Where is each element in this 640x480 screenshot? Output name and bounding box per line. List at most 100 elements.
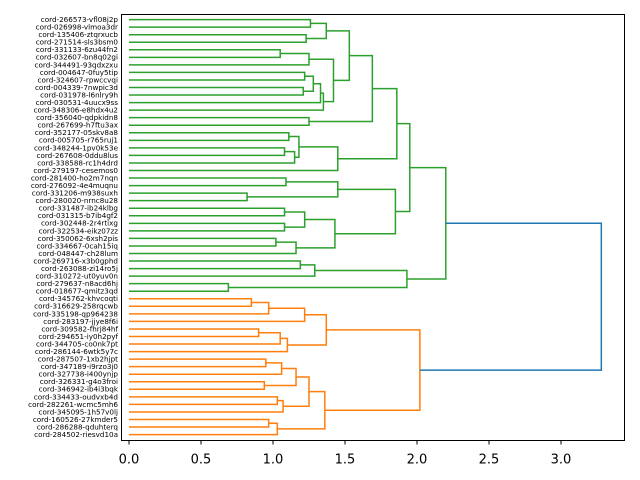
leaf-label: cord-322534-eikz07zz [39, 226, 119, 235]
leaf-label: cord-352177-05skv8a8 [35, 128, 119, 137]
dendrogram-link [337, 87, 398, 160]
dendrogram-link [129, 301, 270, 315]
leaf-label: cord-331487-ib24klbg [39, 204, 118, 213]
dendrogram-link [309, 54, 374, 123]
dendrogram-link [129, 207, 286, 217]
leaf-label: cord-286144-6wtk5y7c [35, 347, 118, 356]
plot-frame [121, 14, 625, 441]
leaf-label: cord-344491-93qdxzxu [35, 60, 118, 69]
dendrogram-link [284, 211, 306, 228]
dendrogram-link [129, 399, 284, 413]
dendrogram-link [129, 298, 253, 308]
dendrogram-link [129, 49, 281, 59]
leaf-label: cord-266573-vfl08j2p [41, 15, 119, 24]
leaf-label: cord-294651-iy0h2pyf [38, 332, 118, 341]
leaf-label: cord-281400-ho2m7nqn [31, 173, 118, 182]
leaf-label: cord-026998-vlmoa3dr [36, 23, 118, 32]
leaf-label: cord-302448-2r4rtixg [41, 219, 118, 228]
leaf-labels: cord-266573-vfl08j2pcord-026998-vlmoa3dr… [28, 15, 119, 439]
leaf-label: cord-160526-27kmder5 [33, 415, 118, 424]
dendrogram-link [129, 222, 286, 232]
leaf-label: cord-267699-h7ftu3ax [37, 121, 118, 130]
leaf-label: cord-031315-b7ib4gf2 [38, 211, 118, 220]
dendrogram-link [326, 30, 351, 82]
dendrogram-link [129, 18, 312, 28]
x-tick-label: 3.0 [551, 453, 572, 468]
leaf-label: cord-030531-4uucx9ss [36, 98, 119, 107]
dendrogram-link [228, 269, 408, 289]
dendrogram-link [129, 146, 339, 172]
leaf-label: cord-356040-qdpkidn8 [36, 113, 118, 122]
leaf-label: cord-276092-4e4muqnu [31, 181, 118, 190]
leaf-label: cord-005705-r765ruj1 [39, 136, 118, 145]
dendrogram-link [129, 33, 307, 43]
x-tick-label: 2.0 [407, 453, 428, 468]
dendrogram-link [129, 132, 290, 142]
dendrogram-link [129, 52, 310, 66]
leaf-label: cord-347189-i9rzo3j0 [41, 362, 119, 371]
x-tick-label: 1.5 [335, 453, 356, 468]
leaf-label: cord-348306-e8hdx4u2 [34, 106, 118, 115]
dendrogram-link [129, 71, 306, 81]
dendrogram-link [129, 282, 230, 292]
leaf-label: cord-287507-1xb2hjpt [38, 355, 118, 364]
dendrogram-link [129, 422, 279, 436]
leaf-label: cord-338588-rc1h4drd [37, 158, 118, 167]
leaf-label: cord-269716-x3b0gphd [33, 256, 118, 265]
leaf-label: cord-309582-fhrj84hf [41, 324, 118, 333]
leaf-label: cord-048447-ch28lum [38, 249, 118, 258]
dendrogram-link [277, 390, 326, 430]
leaf-label: cord-032607-bn8q02gi [36, 53, 118, 62]
dendrogram-link [287, 314, 328, 346]
leaf-label: cord-346942-ib4i3bqk [39, 385, 119, 394]
leaf-label: cord-004647-0fuy5tip [40, 68, 119, 77]
x-axis: 0.0 0.5 1.0 1.5 2.0 2.5 3.0 [119, 440, 572, 468]
leaf-label: cord-263088-zi14ro5j [41, 264, 118, 273]
leaf-label: cord-334667-0cah15iq [36, 241, 118, 250]
leaf-label: cord-310272-ut0yuv0n [35, 272, 118, 281]
dendrogram-link [129, 381, 266, 391]
leaf-label: cord-135406-ztqrxucb [38, 30, 118, 39]
leaf-label: cord-334433-oudvxb4d [34, 392, 118, 401]
leaf-label: cord-284502-riesvd10a [34, 430, 118, 439]
leaf-label: cord-267608-0ddu8lus [37, 151, 119, 160]
leaf-label: cord-018677-qmitz3qd [36, 287, 118, 296]
dendrogram-link [129, 147, 286, 157]
leaf-label: cord-326331-g4o3froi [40, 377, 118, 386]
leaf-label: cord-331206-m938suxh [32, 189, 118, 198]
leaf-label: cord-271514-sls3bsm0 [36, 38, 119, 47]
leaf-label: cord-031978-l6nlry9h [40, 90, 118, 99]
leaf-label: cord-286288-qduhterq [37, 422, 118, 431]
x-tick-label: 0.5 [191, 453, 212, 468]
leaf-label: cord-345762-khvcoqti [39, 294, 118, 303]
dendrogram-link [129, 331, 281, 345]
dendrogram-link [129, 237, 277, 247]
leaf-label: cord-280020-nrnc8u28 [35, 196, 118, 205]
dendrogram-link [129, 362, 283, 375]
dendrogram-link [306, 22, 328, 40]
x-tick-label: 0.0 [119, 453, 140, 468]
leaf-label: cord-283197-jjye8f6i [43, 317, 118, 326]
dendrogram-link [247, 181, 339, 198]
dendrogram-link [324, 329, 421, 412]
leaf-label: cord-344705-co0nk7pt [36, 339, 118, 348]
dendrogram-link [129, 358, 267, 368]
dendrogram-link [129, 241, 297, 255]
dendrogram-link [129, 396, 279, 406]
dendrogram-link [406, 166, 447, 280]
leaf-label: cord-324607-rpwccvqi [38, 75, 118, 84]
leaf-label: cord-327738-i400ynjp [39, 370, 119, 379]
leaf-label: cord-345095-1h57v0lj [39, 407, 118, 416]
dendrogram-link [129, 307, 306, 323]
dendrogram-link [129, 418, 270, 428]
leaf-label: cord-350062-6xsh2pis [38, 234, 119, 243]
dendrogram-link [264, 367, 297, 387]
x-tick-label: 1.0 [263, 453, 284, 468]
dendrogram-link [334, 188, 397, 235]
dendrogram-link [129, 86, 304, 96]
dendrogram-link [419, 222, 603, 371]
leaf-label: cord-004339-7nwpic3d [35, 83, 118, 92]
dendrogram-links [129, 18, 603, 436]
dendrogram-link [129, 82, 322, 104]
